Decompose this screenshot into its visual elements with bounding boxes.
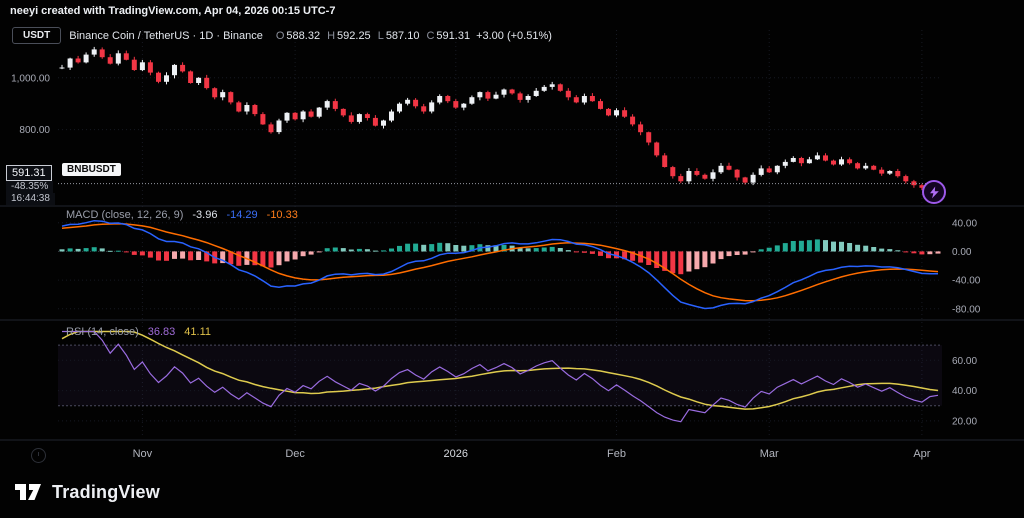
open-value: 588.32	[286, 29, 321, 42]
symbol-tag: BNBUSDT	[62, 163, 121, 176]
change-percent-label: -48.35%	[6, 181, 54, 193]
lightning-button[interactable]	[922, 180, 946, 204]
svg-text:0.00: 0.00	[952, 247, 972, 258]
symbol-row: USDT Binance Coin / TetherUS · 1D · Bina…	[12, 27, 552, 44]
tradingview-logo	[15, 484, 41, 500]
currency-toggle-button[interactable]: USDT	[12, 27, 62, 44]
rsi-value: 36.83	[147, 326, 176, 338]
watermark-credit: neeyi created with TradingView.com, Apr …	[10, 5, 336, 17]
clock-icon[interactable]	[31, 448, 46, 463]
svg-text:20.00: 20.00	[952, 416, 977, 427]
svg-text:Feb: Feb	[607, 448, 626, 460]
svg-text:800.00: 800.00	[19, 125, 50, 136]
svg-text:Nov: Nov	[133, 448, 153, 460]
macd-signal-value: -10.33	[266, 209, 298, 221]
svg-text:Mar: Mar	[760, 448, 779, 460]
rsi-ma-value: 41.11	[184, 326, 211, 338]
rsi-title[interactable]: RSI (14, close)	[66, 326, 139, 338]
chart-canvas[interactable]: 1,000.00 800.00 40.00 0.00 -40.00 -80.00 60.00…	[0, 0, 1024, 470]
svg-text:-80.00: -80.00	[952, 304, 981, 315]
high-value: 592.25	[337, 29, 371, 42]
macd-hist-value: -3.96	[192, 209, 218, 221]
tradingview-wordmark: TradingView	[52, 481, 160, 502]
open-label: O	[275, 29, 285, 42]
svg-text:-40.00: -40.00	[952, 276, 981, 287]
low-value: 587.10	[385, 29, 420, 42]
footer-branding[interactable]: TradingView	[13, 479, 160, 505]
svg-text:60.00: 60.00	[952, 356, 977, 367]
symbol-description[interactable]: Binance Coin / TetherUS · 1D · Binance	[69, 29, 263, 42]
ohlc-values: O 588.32 H 592.25 L 587.10 C 591.31 +3.0…	[271, 30, 552, 42]
lightning-icon	[929, 186, 939, 198]
svg-text:40.00: 40.00	[952, 218, 977, 229]
macd-title[interactable]: MACD (close, 12, 26, 9)	[66, 209, 184, 221]
low-label: L	[377, 29, 384, 42]
svg-text:Dec: Dec	[285, 448, 305, 460]
time-axis[interactable]	[0, 440, 1024, 466]
high-label: H	[327, 29, 336, 42]
change-value: +3.00 (+0.51%)	[476, 29, 552, 42]
svg-text:Apr: Apr	[913, 448, 930, 460]
rsi-legend: RSI (14, close) 36.83 41.11	[66, 326, 211, 338]
indicator-price-axis[interactable]	[946, 206, 1024, 440]
macd-legend: MACD (close, 12, 26, 9) -3.96 -14.29 -10…	[66, 209, 298, 221]
macd-line-value: -14.29	[226, 209, 258, 221]
svg-text:40.00: 40.00	[952, 386, 977, 397]
last-price-group: 591.31 -48.35% 16:44:38 BNBUSDT	[6, 163, 121, 205]
close-label: C	[426, 29, 435, 42]
svg-text:2026: 2026	[444, 448, 468, 460]
last-price-label: 591.31	[6, 165, 52, 181]
svg-text:1,000.00: 1,000.00	[11, 73, 50, 84]
bar-countdown: 16:44:38	[6, 193, 55, 205]
close-value: 591.31	[436, 29, 471, 42]
